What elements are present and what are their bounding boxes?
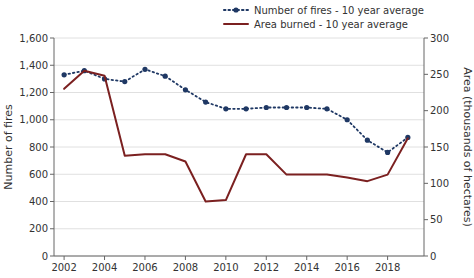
y2-tick (424, 110, 428, 111)
y-tick-label: 400 (29, 196, 48, 207)
x-tick (144, 256, 145, 260)
grid (54, 38, 424, 256)
x-tick (306, 256, 307, 260)
point (365, 138, 370, 143)
point (163, 74, 168, 79)
x-tick (347, 256, 348, 260)
y-tick-label: 1,000 (19, 114, 48, 125)
legend: Number of fires - 10 year average Area bu… (224, 5, 424, 30)
y-tick (50, 119, 54, 120)
y-tick-label: 1,600 (19, 33, 48, 44)
grid-line (54, 256, 424, 257)
y-tick-label: 200 (29, 223, 48, 234)
point (264, 105, 269, 110)
y-axis: 0 200 400 600 800 1,000 1,200 1,400 1,600 Number … (2, 33, 54, 262)
x-tick-label: 2014 (294, 262, 319, 273)
legend-label: Number of fires - 10 year average (254, 5, 424, 16)
x-tick (64, 256, 65, 260)
point (223, 106, 228, 111)
y2-tick-label: 100 (430, 178, 449, 189)
x-axis-line (54, 256, 424, 257)
x-tick (266, 256, 267, 260)
grid-line (54, 38, 424, 39)
point (243, 106, 248, 111)
chart: 2002200420062008201020122014201620180200… (0, 0, 474, 278)
x-tick (185, 256, 186, 260)
point (142, 67, 147, 72)
legend-swatch (224, 23, 248, 25)
y2-tick-label: 150 (430, 142, 449, 153)
x-tick-label: 2016 (334, 262, 359, 273)
y-tick-label: 0 (42, 251, 48, 262)
x-tick (104, 256, 105, 260)
y-tick (50, 38, 54, 39)
y-tick (50, 201, 54, 202)
y-tick-label: 600 (29, 169, 48, 180)
point (324, 106, 329, 111)
x-axis: 2002 2004 2006 2008 2010 2012 2014 2016 2018 (51, 256, 424, 273)
y-tick-label: 1,200 (19, 87, 48, 98)
grid-line (54, 228, 424, 229)
point (304, 105, 309, 110)
y2-tick (424, 147, 428, 148)
y2-tick (424, 74, 428, 75)
point (203, 99, 208, 104)
y2-tick-label: 250 (430, 69, 449, 80)
legend-item: Number of fires - 10 year average (224, 5, 424, 16)
point (62, 72, 67, 77)
y-tick (50, 256, 54, 257)
x-tick (225, 256, 226, 260)
y-tick-label: 800 (29, 142, 48, 153)
y2-tick-label: 50 (430, 214, 443, 225)
point (284, 105, 289, 110)
x-tick (387, 256, 388, 260)
x-tick-label: 2018 (375, 262, 400, 273)
x-tick-label: 2010 (213, 262, 238, 273)
point (122, 79, 127, 84)
y-tick-label: 1,400 (19, 60, 48, 71)
y2-tick-label: 200 (430, 105, 449, 116)
point (183, 87, 188, 92)
x-tick-label: 2002 (51, 262, 76, 273)
y-axis-label: Number of fires (2, 104, 15, 190)
y-tick (50, 147, 54, 148)
grid-line (54, 201, 424, 202)
legend-marker (233, 7, 238, 12)
x-tick-label: 2012 (254, 262, 279, 273)
point (345, 117, 350, 122)
legend-item: Area burned - 10 year average (224, 19, 408, 30)
grid-line (54, 174, 424, 175)
y2-tick (424, 256, 428, 257)
y-tick (50, 92, 54, 93)
y2-tick (424, 38, 428, 39)
y2-tick (424, 183, 428, 184)
plot-data (62, 67, 411, 202)
x-tick-label: 2006 (132, 262, 157, 273)
y2-tick-label: 300 (430, 33, 449, 44)
grid-line (54, 147, 424, 148)
series (64, 71, 408, 202)
y2-tick-label: 0 (430, 251, 436, 262)
grid-line (54, 65, 424, 66)
series-line (64, 71, 408, 202)
series-line (64, 69, 408, 152)
grid-line (54, 119, 424, 120)
y-tick (50, 228, 54, 229)
y-tick (50, 174, 54, 175)
y2-axis-label: Area (thousands of hectares) (461, 67, 474, 227)
y-tick (50, 65, 54, 66)
y2-tick (424, 219, 428, 220)
x-tick-label: 2008 (173, 262, 198, 273)
point (385, 150, 390, 155)
x-tick-label: 2004 (92, 262, 117, 273)
y2-axis: 0 50 100 150 200 250 300 Area (thousands of hec… (424, 33, 474, 262)
legend-label: Area burned - 10 year average (254, 19, 408, 30)
